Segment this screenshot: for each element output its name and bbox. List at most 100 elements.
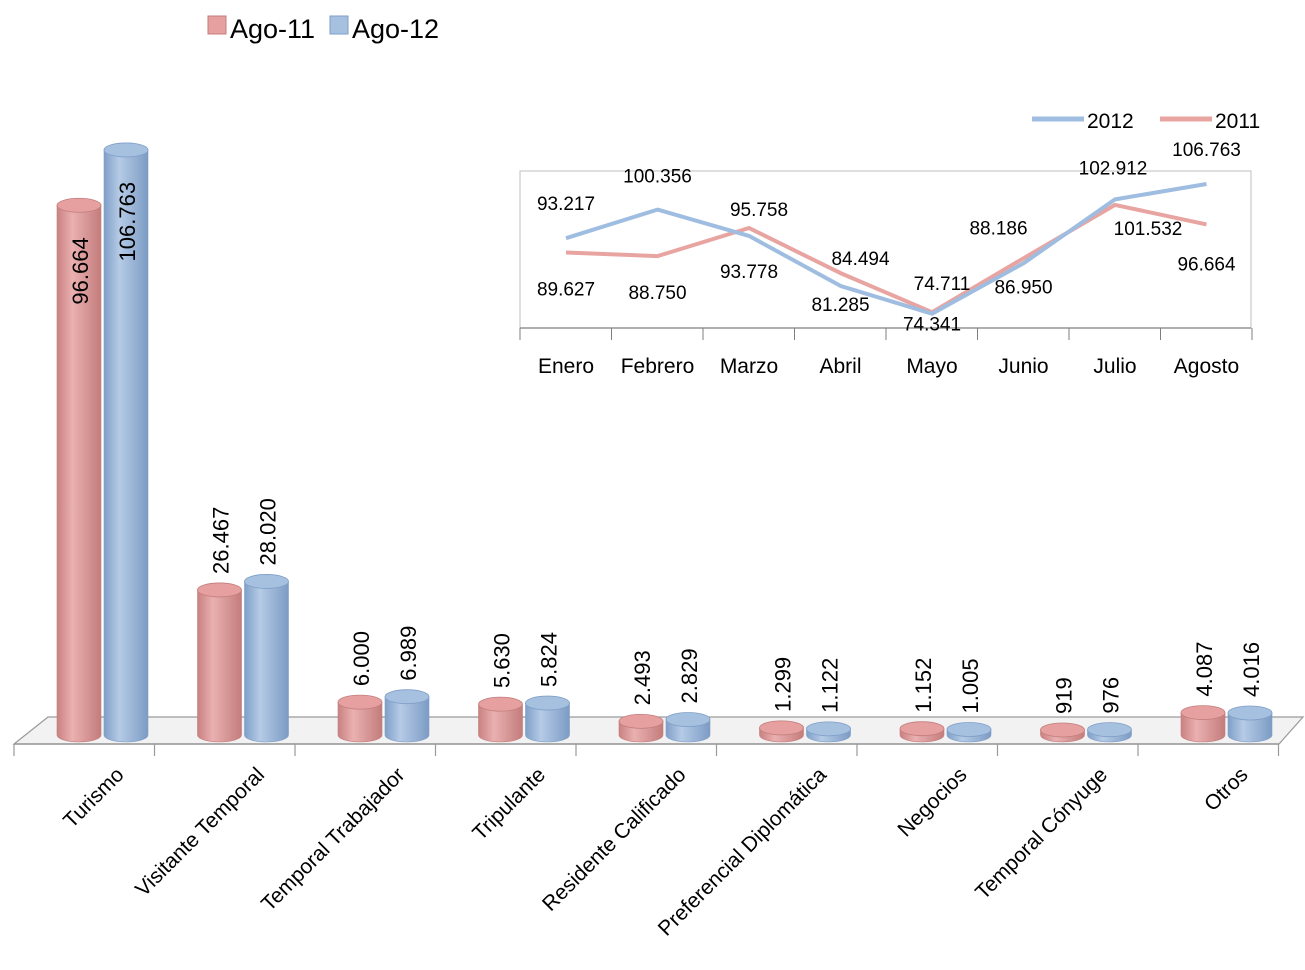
bar-ago12-temporal-conyuge: 976 [1087, 677, 1132, 743]
data-label-ago12-residente-calificado: 2.829 [677, 648, 702, 703]
x-label-otros: Otros [1200, 763, 1253, 816]
bar-body [197, 589, 242, 743]
data-label-ago11-residente-calificado: 2.493 [630, 650, 655, 705]
data-label-ago12-temporal-trabajador: 6.989 [396, 626, 421, 681]
bar-ago12-negocios: 1.005 [946, 658, 992, 743]
legend-label-2012: 2012 [1087, 110, 1134, 133]
legend-label-ago11: Ago-11 [230, 14, 315, 44]
bar-top [806, 721, 851, 737]
bar-top [1087, 722, 1132, 738]
bar-top [946, 722, 992, 737]
bar-ago11-temporal-trabajador: 6.000 [337, 631, 383, 743]
bar-ago12-otros: 4.016 [1227, 642, 1273, 743]
bar-top [384, 689, 430, 705]
bar-top [478, 696, 523, 712]
inset-data-label-2012-marzo: 93.778 [720, 262, 778, 283]
bar-top [1180, 705, 1226, 721]
bar-body [56, 204, 102, 743]
x-label-visitante-temporal: Visitante Temporal [131, 763, 269, 901]
inset-x-label-febrero: Febrero [621, 355, 695, 378]
bar-ago12-temporal-trabajador: 6.989 [384, 626, 430, 743]
line-series-2011 [565, 202, 1207, 315]
bar-top [1040, 722, 1085, 738]
data-label-ago12-negocios: 1.005 [958, 658, 983, 713]
inset-data-labels: 93.217 100.356 93.778 81.285 74.341 86.950 102… [537, 140, 1241, 336]
inset-data-label-2011-abril: 84.494 [831, 249, 890, 270]
bar-series: 96.664 106.763 26.467 28.020 6.000 6.989 5.630… [56, 142, 1273, 743]
inset-x-label-agosto: Agosto [1174, 355, 1239, 378]
bar-top [759, 720, 804, 736]
bar-top [1227, 705, 1273, 721]
bar-ago11-visitante-temporal: 26.467 [197, 507, 242, 743]
inset-data-label-2012-agosto: 106.763 [1172, 140, 1241, 161]
inset-x-label-mayo: Mayo [906, 355, 957, 378]
bar-ago12-tripulante: 5.824 [525, 632, 570, 743]
bar-top [525, 695, 570, 711]
data-label-ago11-negocios: 1.152 [911, 658, 936, 713]
inset-series [565, 182, 1207, 316]
inset-x-label-julio: Julio [1093, 355, 1136, 378]
inset-data-label-2011-agosto: 96.664 [1177, 254, 1236, 275]
inset-x-label-junio: Junio [998, 355, 1048, 378]
bar-body [1180, 712, 1226, 743]
bar-top [337, 694, 383, 710]
legend-swatch-ago11 [207, 15, 227, 35]
bar-top [197, 582, 242, 598]
x-label-tripulante: Tripulante [468, 763, 550, 845]
inset-data-label-2012-julio: 102.912 [1079, 158, 1148, 179]
x-label-negocios: Negocios [893, 763, 971, 841]
data-label-ago11-temporal-trabajador: 6.000 [349, 631, 374, 686]
bar-ago11-preferencial-diplomatica: 1.299 [759, 657, 804, 743]
x-label-temporal-conyuge: Temporal Cónyuge [971, 763, 1112, 904]
data-label-ago11-temporal-conyuge: 919 [1052, 677, 1077, 714]
bar-ago12-visitante-temporal: 28.020 [244, 498, 289, 743]
data-label-ago11-visitante-temporal: 26.467 [209, 507, 234, 574]
inset-x-label-enero: Enero [538, 355, 594, 378]
x-label-residente-calificado: Residente Calificado [538, 763, 690, 915]
inset-x-labels: Enero Febrero Marzo Abril Mayo Junio Julio Agos… [538, 355, 1239, 378]
bar-ago11-turismo: 96.664 [56, 197, 102, 743]
data-label-ago12-preferencial-diplomatica: 1.122 [818, 658, 843, 713]
bar-legend: Ago-11 Ago-12 [207, 14, 439, 44]
bar-top [56, 197, 102, 213]
inset-line-chart: 2012 2011 93.217 100.356 93.778 81.285 74.34… [519, 110, 1260, 378]
bar-top [103, 142, 149, 158]
line-series-2012 [565, 182, 1207, 316]
bar-body [525, 702, 570, 743]
bar-ago11-otros: 4.087 [1180, 642, 1226, 743]
line-legend: 2012 2011 [1032, 110, 1260, 133]
bar-ago12-preferencial-diplomatica: 1.122 [806, 658, 851, 743]
bar-ago11-temporal-conyuge: 919 [1040, 677, 1085, 743]
data-label-ago12-visitante-temporal: 28.020 [256, 498, 281, 565]
legend-label-ago12: Ago-12 [352, 14, 439, 44]
inset-data-label-2012-enero: 93.217 [537, 194, 595, 215]
bar-top [618, 713, 664, 729]
bar-ago12-turismo: 106.763 [103, 142, 149, 743]
data-label-ago11-tripulante: 5.630 [490, 633, 515, 688]
bar-body [337, 701, 383, 743]
data-label-ago12-temporal-conyuge: 976 [1099, 677, 1124, 714]
inset-data-label-2011-febrero: 88.750 [628, 283, 686, 304]
inset-data-label-2011-julio: 101.532 [1114, 219, 1183, 240]
inset-x-ticks [519, 328, 1253, 340]
bar-body [244, 581, 289, 743]
inset-data-label-2012-abril: 81.285 [811, 295, 869, 316]
bar-body [1227, 712, 1273, 743]
data-label-ago12-otros: 4.016 [1239, 642, 1264, 697]
legend-label-2011: 2011 [1215, 110, 1260, 133]
inset-data-label-2012-febrero: 100.356 [623, 167, 692, 188]
x-label-temporal-trabajador: Temporal Trabajador [257, 763, 409, 915]
x-label-preferencial-diplomatica: Preferencial Diplomática [654, 763, 831, 940]
bar-ago11-tripulante: 5.630 [478, 633, 523, 743]
bar-body [478, 703, 523, 743]
data-label-ago11-preferencial-diplomatica: 1.299 [771, 657, 796, 712]
bar-ago11-negocios: 1.152 [899, 658, 945, 743]
data-label-ago12-turismo: 106.763 [115, 182, 140, 262]
data-label-ago12-tripulante: 5.824 [537, 632, 562, 687]
x-label-turismo: Turismo [59, 763, 128, 832]
bar-ago12-residente-calificado: 2.829 [665, 648, 711, 743]
inset-data-label-2012-junio: 86.950 [994, 277, 1052, 298]
x-axis-ticks [13, 744, 1280, 756]
